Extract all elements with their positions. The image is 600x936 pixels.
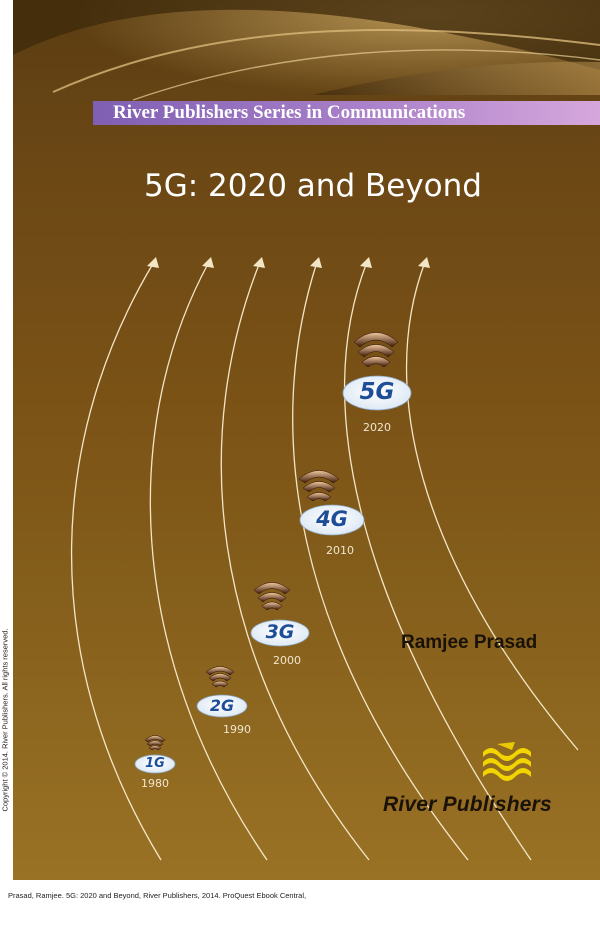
arc-arrowheads — [147, 257, 430, 268]
series-band — [93, 101, 600, 125]
book-title: 5G: 2020 and Beyond — [144, 168, 482, 204]
arc-1 — [70, 261, 162, 861]
cover-artwork — [13, 0, 600, 861]
arc-2 — [149, 261, 268, 861]
arrowhead-4 — [310, 257, 322, 268]
gen-3g-graphic — [250, 582, 310, 647]
arrowhead-1 — [147, 257, 159, 268]
gen-label-4g: 4G — [316, 507, 348, 531]
top-swoosh-dark — [13, 0, 600, 70]
copyright-text: Copyright © 2014. River Publishers. All … — [0, 628, 10, 812]
gen-2g-graphic — [196, 666, 248, 718]
copyright-notice: Copyright © 2014. River Publishers. All … — [0, 623, 10, 818]
year-2020: 2020 — [363, 421, 391, 434]
arrowhead-3 — [253, 257, 265, 268]
publisher-name: River Publishers — [383, 793, 552, 816]
gen-1g-graphic — [134, 735, 176, 774]
citation-footer: Prasad, Ramjee. 5G: 2020 and Beyond, Riv… — [8, 891, 307, 900]
arc-4 — [292, 261, 469, 861]
gen-label-1g: 1G — [145, 756, 165, 771]
gen-5g-graphic — [342, 332, 412, 411]
gen-label-2g: 2G — [209, 696, 235, 715]
top-swoosh-line-2 — [132, 49, 600, 101]
gen-label-5g: 5G — [359, 379, 395, 405]
arrowhead-6 — [418, 257, 430, 268]
top-swoosh-line-1 — [52, 28, 600, 93]
series-title: River Publishers Series in Communication… — [113, 102, 466, 123]
book-cover: River Publishers Series in Communication… — [13, 0, 600, 880]
arrowhead-2 — [202, 257, 214, 268]
gen-label-3g: 3G — [265, 621, 295, 643]
top-swoosh-band — [313, 61, 600, 95]
publisher-logo-icon — [483, 742, 531, 781]
author-name: Ramjee Prasad — [401, 632, 538, 653]
arc-6 — [405, 261, 579, 751]
year-2000: 2000 — [273, 654, 301, 667]
year-2010: 2010 — [326, 544, 354, 557]
year-1980: 1980 — [141, 777, 169, 790]
year-1990: 1990 — [223, 723, 251, 736]
arc-3 — [220, 261, 370, 861]
gen-4g-graphic — [298, 470, 365, 536]
arrowhead-5 — [360, 257, 372, 268]
